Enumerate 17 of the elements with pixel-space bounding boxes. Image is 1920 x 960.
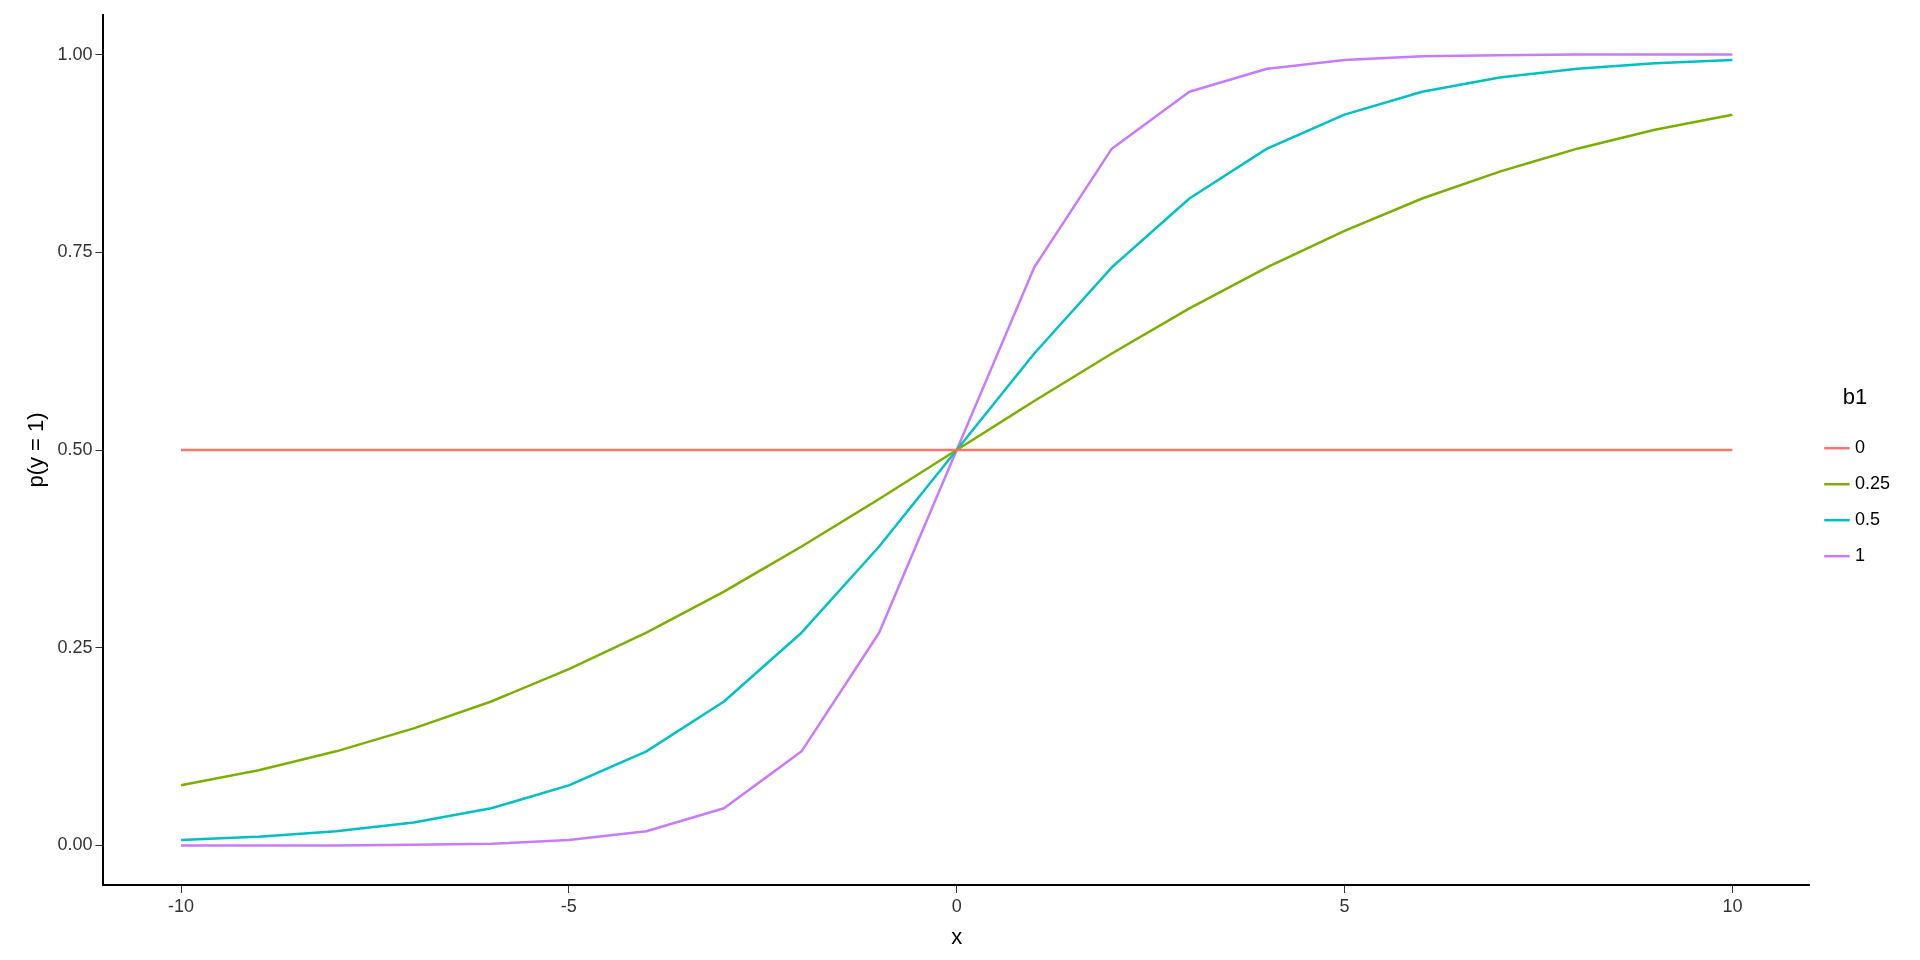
x-tick-label: 0 xyxy=(951,895,962,916)
y-tick-label: 0.25 xyxy=(57,636,93,657)
y-axis-title: p(y = 1) xyxy=(23,412,49,488)
x-tick-label: -5 xyxy=(560,895,577,916)
legend-label: 1 xyxy=(1854,545,1865,566)
x-tick-label: 5 xyxy=(1339,895,1350,916)
y-tick-label: 0.75 xyxy=(57,241,93,262)
y-tick-label: 1.00 xyxy=(57,43,93,64)
x-tick-label: -10 xyxy=(168,895,195,916)
legend-label: 0.25 xyxy=(1854,473,1891,494)
legend-label: 0 xyxy=(1854,437,1865,458)
x-tick-label: 10 xyxy=(1722,895,1743,916)
legend-label: 0.5 xyxy=(1854,509,1880,530)
legend-title: b1 xyxy=(1842,383,1868,409)
y-tick-label: 0.50 xyxy=(57,438,93,459)
y-tick-label: 0.00 xyxy=(57,834,93,855)
x-axis-title: x xyxy=(951,923,963,949)
